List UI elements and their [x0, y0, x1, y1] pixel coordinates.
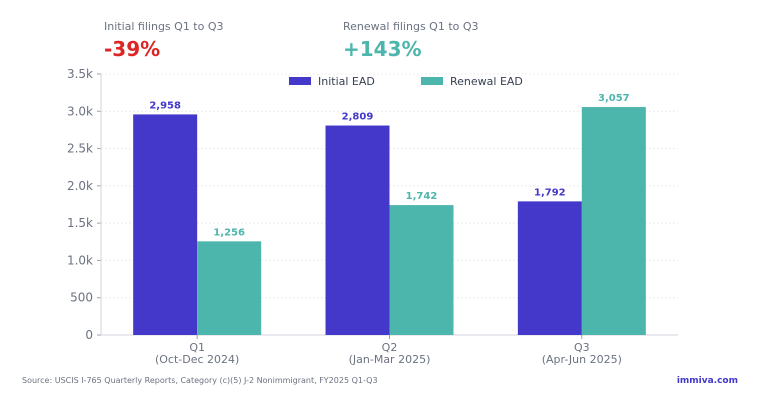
y-tick-label: 2.0k [67, 179, 93, 193]
y-tick-label: 2.5k [67, 142, 93, 156]
legend-label: Initial EAD [318, 75, 375, 88]
bar-renewal-ead [581, 107, 646, 335]
renewal-filings-change: +143% [343, 37, 422, 61]
bar-value-label: 3,057 [598, 93, 630, 104]
y-tick-label: 500 [70, 291, 93, 305]
source-note: Source: USCIS I-765 Quarterly Reports, C… [22, 376, 378, 385]
y-tick-label: 3.0k [67, 104, 93, 118]
y-tick-label: 3.5k [67, 67, 93, 81]
legend-swatch [289, 77, 311, 85]
bar-value-label: 2,809 [342, 112, 374, 123]
initial-filings-change: -39% [104, 37, 161, 61]
initial-filings-label: Initial filings Q1 to Q3 [104, 20, 224, 33]
bar-renewal-ead [197, 241, 262, 335]
bar-initial-ead [517, 201, 582, 335]
bar-renewal-ead [389, 205, 454, 335]
y-tick-label: 0 [85, 328, 93, 342]
bar-value-label: 1,792 [534, 187, 566, 198]
y-tick-label: 1.0k [67, 253, 93, 267]
x-tick-label: Q2 [382, 341, 398, 354]
y-tick-label: 1.5k [67, 216, 93, 230]
x-tick-sublabel: (Apr-Jun 2025) [542, 353, 622, 366]
renewal-filings-label: Renewal filings Q1 to Q3 [343, 20, 479, 33]
bar-initial-ead [133, 114, 198, 335]
initial-filings-stat: Initial filings Q1 to Q3 -39% [104, 20, 224, 61]
x-tick-sublabel: (Oct-Dec 2024) [155, 353, 239, 366]
bar-value-label: 2,958 [149, 100, 181, 111]
bar-value-label: 1,256 [213, 227, 245, 238]
x-tick-label: Q3 [574, 341, 590, 354]
legend-label: Renewal EAD [450, 75, 523, 88]
x-tick-label: Q1 [189, 341, 205, 354]
renewal-filings-stat: Renewal filings Q1 to Q3 +143% [343, 20, 479, 61]
x-tick-sublabel: (Jan-Mar 2025) [349, 353, 431, 366]
bar-value-label: 1,742 [406, 191, 438, 202]
legend-swatch [421, 77, 443, 85]
bar-initial-ead [325, 125, 390, 335]
brand-link[interactable]: immiva.com [676, 376, 738, 386]
